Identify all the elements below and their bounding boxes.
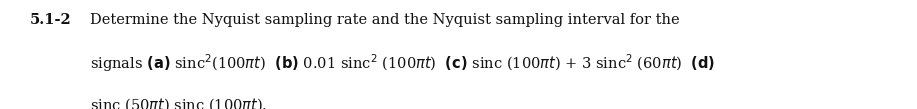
Text: 5.1-2: 5.1-2 <box>29 13 72 27</box>
Text: signals $\bf{(a)}$ sinc$^2$(100$\pi t$)  $\bf{(b)}$ 0.01 sinc$^2$ (100$\pi t$)  : signals $\bf{(a)}$ sinc$^2$(100$\pi t$) … <box>90 52 715 74</box>
Text: sinc (50$\pi t$) sinc (100$\pi t$).: sinc (50$\pi t$) sinc (100$\pi t$). <box>90 96 267 109</box>
Text: Determine the Nyquist sampling rate and the Nyquist sampling interval for the: Determine the Nyquist sampling rate and … <box>90 13 679 27</box>
